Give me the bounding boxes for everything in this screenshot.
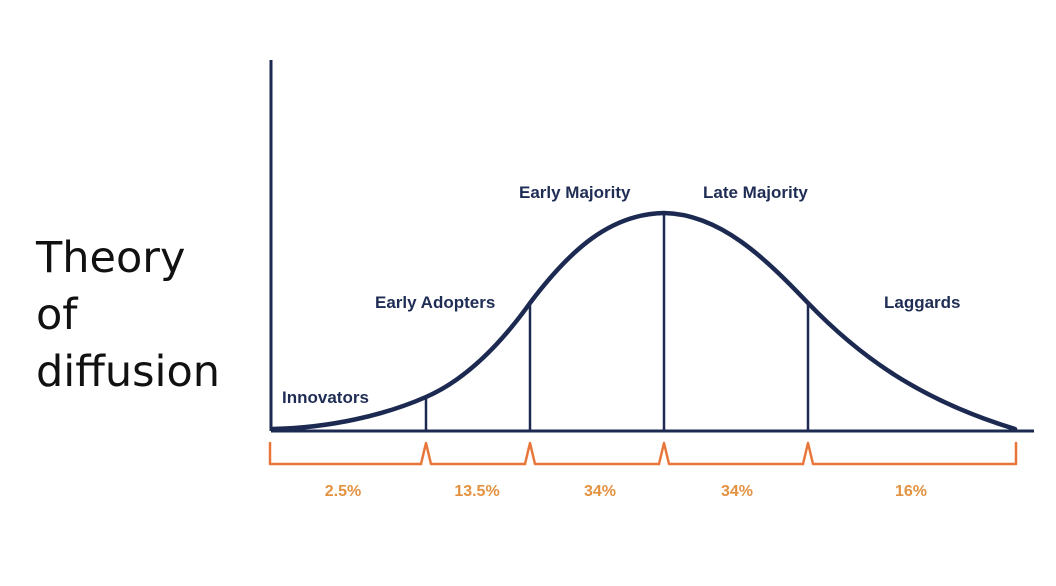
- segment-label-late-majority: Late Majority: [703, 183, 808, 202]
- title-line-2: of: [36, 290, 78, 340]
- segment-label-early-adopters: Early Adopters: [375, 293, 495, 312]
- bracket-laggards: [801, 441, 1018, 466]
- percent-early-majority: 34%: [584, 483, 616, 500]
- segment-label-laggards: Laggards: [884, 293, 961, 312]
- title-line-3: diffusion: [36, 347, 221, 397]
- segment-label-early-majority: Early Majority: [519, 183, 631, 202]
- percent-laggards: 16%: [895, 483, 927, 500]
- bell-curve: [269, 210, 1018, 432]
- bracket-early-adopters: [419, 441, 527, 466]
- bracket-early-majority: [523, 441, 661, 466]
- percent-early-adopters: 13.5%: [454, 483, 499, 500]
- segment-label-innovators: Innovators: [282, 388, 369, 407]
- title-line-1: Theory: [36, 233, 186, 283]
- slide-title: Theory of diffusion: [36, 230, 256, 401]
- percent-innovators: 2.5%: [325, 483, 361, 500]
- percent-late-majority: 34%: [721, 483, 753, 500]
- bracket-late-majority: [657, 441, 805, 466]
- percentage-brackets: [268, 441, 1018, 466]
- bracket-innovators: [268, 441, 423, 466]
